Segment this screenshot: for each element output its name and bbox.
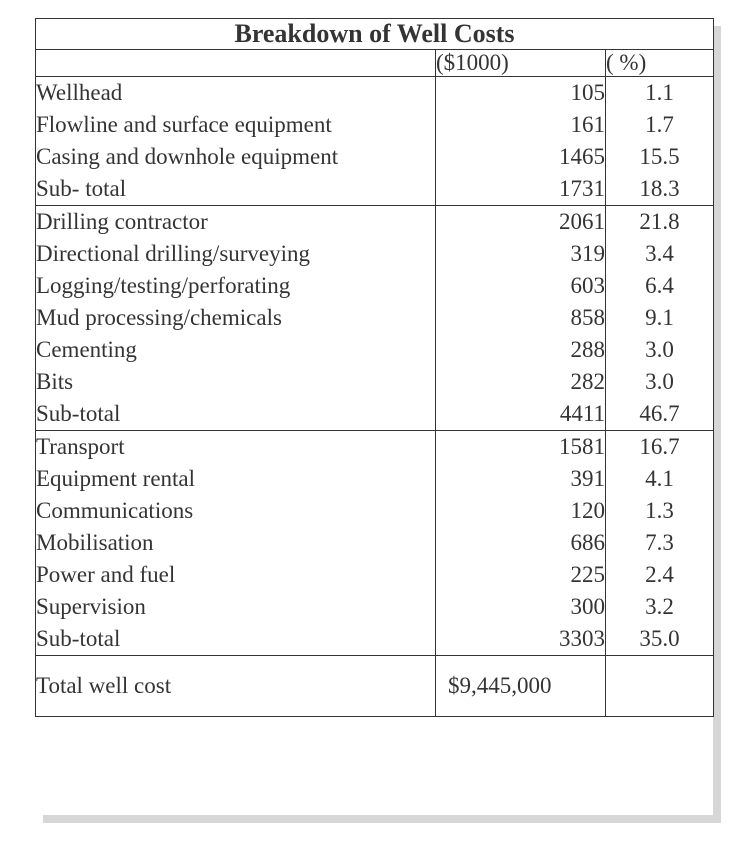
row-percent: 46.7 xyxy=(606,398,713,430)
row-label: Wellhead xyxy=(36,77,435,109)
row-amount: 319 xyxy=(436,238,605,270)
row-percent: 4.1 xyxy=(606,463,713,495)
table-shadow-bottom xyxy=(43,815,721,823)
page: Breakdown of Well Costs ($1000) ( %) Wel… xyxy=(0,0,756,852)
row-percent: 7.3 xyxy=(606,527,713,559)
section-labels-cell: Drilling contractorDirectional drilling/… xyxy=(36,206,436,431)
row-percent: 35.0 xyxy=(606,623,713,655)
section-percents-cell: 16.74.11.37.32.43.235.0 xyxy=(606,431,714,656)
row-label: Equipment rental xyxy=(36,463,435,495)
row-percent: 18.3 xyxy=(606,173,713,205)
row-percent: 2.4 xyxy=(606,559,713,591)
header-percent: ( %) xyxy=(606,50,714,77)
row-label: Directional drilling/surveying xyxy=(36,238,435,270)
section-percents-cell: 1.11.715.518.3 xyxy=(606,77,714,206)
row-label: Power and fuel xyxy=(36,559,435,591)
row-percent: 15.5 xyxy=(606,141,713,173)
row-percent: 3.0 xyxy=(606,334,713,366)
row-percent: 9.1 xyxy=(606,302,713,334)
row-label: Communications xyxy=(36,495,435,527)
row-label: Drilling contractor xyxy=(36,206,435,238)
section-amounts-cell: 10516114651731 xyxy=(436,77,606,206)
row-amount: 686 xyxy=(436,527,605,559)
row-amount: 1465 xyxy=(436,141,605,173)
total-label-cell: Total well cost xyxy=(36,656,436,717)
row-amount: 858 xyxy=(436,302,605,334)
header-row: ($1000) ( %) xyxy=(36,50,714,77)
row-amount: 1581 xyxy=(436,431,605,463)
section-labels-cell: WellheadFlowline and surface equipmentCa… xyxy=(36,77,436,206)
row-amount: 391 xyxy=(436,463,605,495)
row-label: Sub-total xyxy=(36,623,435,655)
row-percent: 6.4 xyxy=(606,270,713,302)
section-row: TransportEquipment rentalCommunicationsM… xyxy=(36,431,714,656)
row-label: Bits xyxy=(36,366,435,398)
row-percent: 16.7 xyxy=(606,431,713,463)
row-amount: 2061 xyxy=(436,206,605,238)
row-label: Supervision xyxy=(36,591,435,623)
row-label: Casing and downhole equipment xyxy=(36,141,435,173)
section-percents-cell: 21.83.46.49.13.03.046.7 xyxy=(606,206,714,431)
row-percent: 3.0 xyxy=(606,366,713,398)
total-label: Total well cost xyxy=(36,670,435,702)
header-amount: ($1000) xyxy=(436,50,606,77)
title-row: Breakdown of Well Costs xyxy=(36,19,714,50)
row-amount: 161 xyxy=(436,109,605,141)
well-costs-table: Breakdown of Well Costs ($1000) ( %) Wel… xyxy=(35,18,714,717)
row-amount: 300 xyxy=(436,591,605,623)
row-percent: 1.1 xyxy=(606,77,713,109)
row-amount: 1731 xyxy=(436,173,605,205)
row-label: Flowline and surface equipment xyxy=(36,109,435,141)
row-label: Mobilisation xyxy=(36,527,435,559)
row-amount: 120 xyxy=(436,495,605,527)
section-amounts-cell: 15813911206862253003303 xyxy=(436,431,606,656)
section-labels-cell: TransportEquipment rentalCommunicationsM… xyxy=(36,431,436,656)
row-amount: 3303 xyxy=(436,623,605,655)
total-amount-cell: $9,445,000 xyxy=(436,656,606,717)
total-percent-cell xyxy=(606,656,714,717)
header-label-blank xyxy=(36,50,436,77)
row-label: Sub-total xyxy=(36,398,435,430)
table-shadow-right xyxy=(713,26,721,815)
row-amount: 225 xyxy=(436,559,605,591)
table-title: Breakdown of Well Costs xyxy=(36,19,714,50)
row-label: Transport xyxy=(36,431,435,463)
row-label: Logging/testing/perforating xyxy=(36,270,435,302)
row-amount: 603 xyxy=(436,270,605,302)
row-amount: 288 xyxy=(436,334,605,366)
row-label: Sub- total xyxy=(36,173,435,205)
section-amounts-cell: 20613196038582882824411 xyxy=(436,206,606,431)
section-row: WellheadFlowline and surface equipmentCa… xyxy=(36,77,714,206)
row-amount: 105 xyxy=(436,77,605,109)
total-row: Total well cost $9,445,000 xyxy=(36,656,714,717)
section-row: Drilling contractorDirectional drilling/… xyxy=(36,206,714,431)
row-percent: 1.3 xyxy=(606,495,713,527)
row-percent: 3.2 xyxy=(606,591,713,623)
row-label: Mud processing/chemicals xyxy=(36,302,435,334)
row-percent: 21.8 xyxy=(606,206,713,238)
row-percent: 3.4 xyxy=(606,238,713,270)
row-percent: 1.7 xyxy=(606,109,713,141)
total-amount: $9,445,000 xyxy=(436,670,605,702)
row-amount: 4411 xyxy=(436,398,605,430)
row-label: Cementing xyxy=(36,334,435,366)
row-amount: 282 xyxy=(436,366,605,398)
